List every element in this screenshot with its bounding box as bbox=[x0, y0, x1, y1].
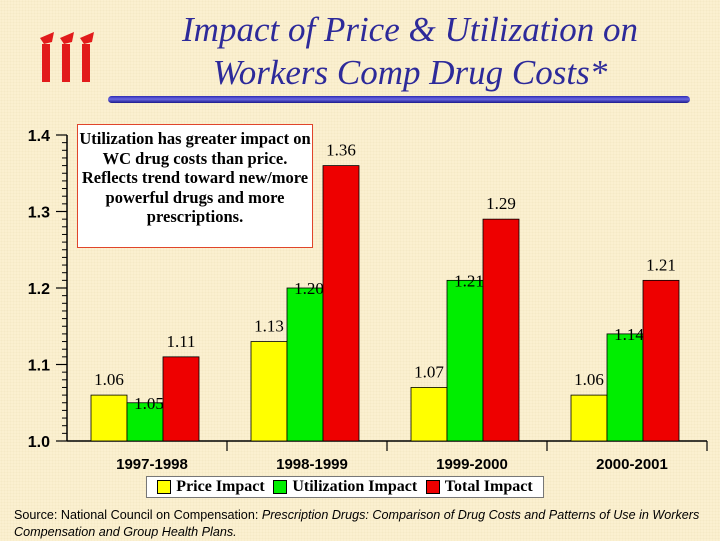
bar-price-impact bbox=[570, 394, 608, 442]
bar-total-impact bbox=[162, 356, 200, 442]
x-category-label: 1997-1998 bbox=[116, 456, 188, 473]
legend-item: Price Impact bbox=[157, 478, 265, 496]
bar-utilization-impact bbox=[606, 333, 644, 442]
data-label: 1.21 bbox=[646, 255, 676, 274]
bar-utilization-impact bbox=[286, 287, 324, 442]
legend-swatch bbox=[273, 480, 288, 494]
bar-price-impact bbox=[410, 387, 448, 442]
title-line-2: Workers Comp Drug Costs* bbox=[212, 53, 608, 92]
iii-logo-icon bbox=[40, 32, 94, 82]
data-label: 1.36 bbox=[326, 141, 356, 160]
legend-swatch bbox=[425, 480, 440, 494]
y-tick-label: 1.4 bbox=[28, 128, 50, 145]
title-underline bbox=[108, 96, 690, 103]
bar-total-impact bbox=[322, 165, 360, 442]
legend-label: Utilization Impact bbox=[292, 478, 418, 495]
source-note: Source: National Council on Compensation… bbox=[14, 507, 714, 541]
chart-legend: Price Impact Utilization Impact Total Impa… bbox=[146, 476, 544, 498]
data-label: 1.06 bbox=[94, 370, 124, 389]
y-tick-label: 1.3 bbox=[28, 205, 50, 222]
data-label: 1.05 bbox=[134, 394, 164, 413]
x-category-label: 1999-2000 bbox=[436, 456, 508, 473]
data-label: 1.21 bbox=[454, 271, 484, 290]
data-label: 1.11 bbox=[166, 332, 195, 351]
bar-total-impact bbox=[642, 279, 680, 442]
x-category-label: 1998-1999 bbox=[276, 456, 348, 473]
title-line-1: Impact of Price & Utilization on bbox=[182, 10, 638, 49]
legend-swatch bbox=[157, 480, 172, 494]
bar-utilization-impact bbox=[446, 279, 484, 442]
data-label: 1.20 bbox=[294, 279, 324, 298]
data-label: 1.29 bbox=[486, 194, 516, 213]
bar-price-impact bbox=[250, 341, 288, 442]
source-prefix: Source: National Council on Compensation… bbox=[14, 508, 262, 522]
legend-label: Total Impact bbox=[444, 478, 533, 495]
annotation-callout: Utilization has greater impact on WC dru… bbox=[77, 124, 313, 248]
data-label: 1.14 bbox=[614, 325, 644, 344]
legend-label: Price Impact bbox=[176, 478, 265, 495]
data-label: 1.07 bbox=[414, 362, 444, 381]
data-label: 1.06 bbox=[574, 370, 604, 389]
y-tick-label: 1.1 bbox=[28, 358, 50, 375]
bar-total-impact bbox=[482, 218, 520, 442]
bar-chart: 1.0 1.1 1.2 1.3 1.4 1.06 1.05 1.11 1997-1998 1.13… bbox=[28, 128, 708, 473]
page-title: Impact of Price & Utilization on Workers… bbox=[110, 8, 710, 94]
bar-utilization-impact bbox=[126, 402, 164, 442]
y-tick-label: 1.2 bbox=[28, 281, 50, 298]
legend-item: Total Impact bbox=[425, 478, 533, 496]
bar-price-impact bbox=[90, 394, 128, 442]
source-title: Prescription Drugs: Comparison of Drug C… bbox=[14, 508, 700, 539]
x-category-label: 2000-2001 bbox=[596, 456, 668, 473]
legend-item: Utilization Impact bbox=[273, 478, 417, 496]
y-tick-label: 1.0 bbox=[28, 434, 50, 451]
data-label: 1.13 bbox=[254, 317, 284, 336]
